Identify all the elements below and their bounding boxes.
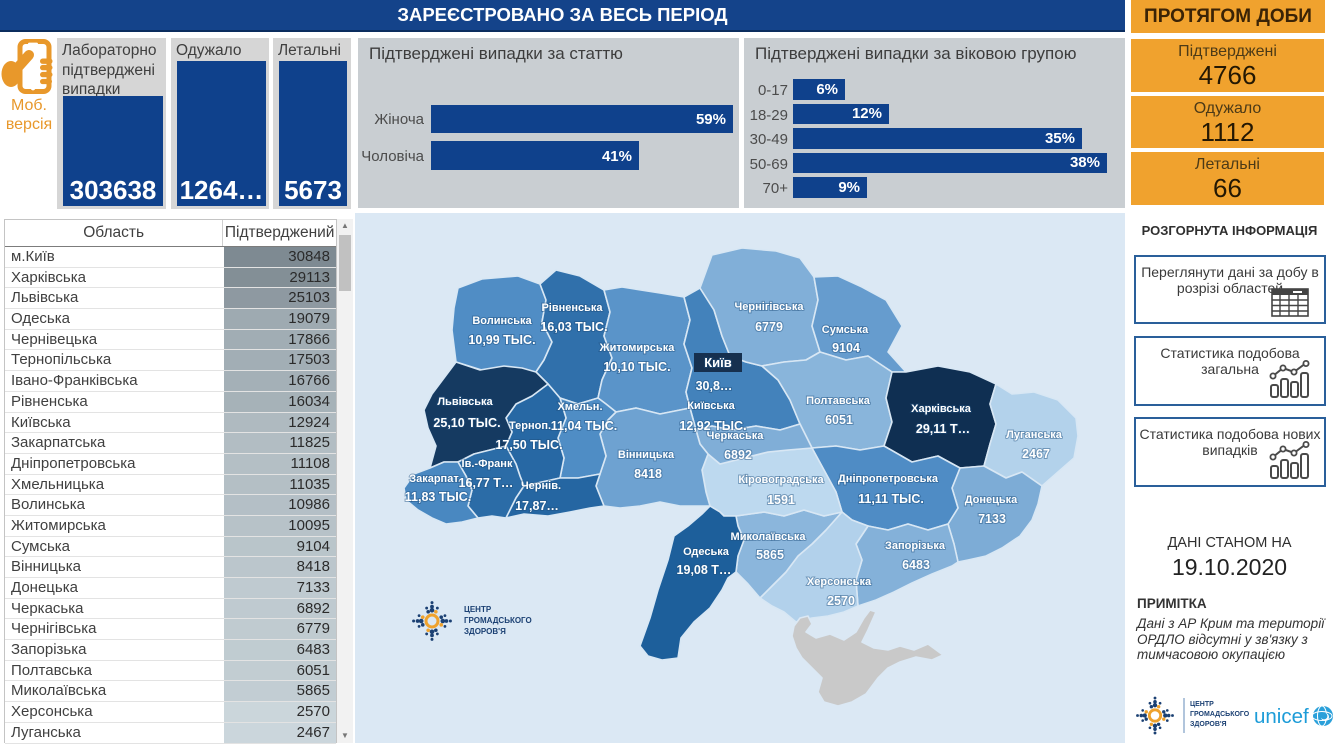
svg-text:Одеська: Одеська bbox=[683, 546, 730, 558]
svg-text:10,10 ТЫС.: 10,10 ТЫС. bbox=[603, 360, 670, 374]
svg-text:Київська: Київська bbox=[687, 400, 735, 412]
svg-text:Ів.-Франк: Ів.-Франк bbox=[462, 458, 513, 470]
svg-text:6892: 6892 bbox=[724, 448, 752, 462]
svg-text:Терноп.: Терноп. bbox=[509, 420, 551, 432]
svg-text:12,92 ТЫС.: 12,92 ТЫС. bbox=[679, 419, 746, 433]
svg-text:30,8…: 30,8… bbox=[696, 379, 733, 393]
svg-text:Луганська: Луганська bbox=[1006, 429, 1063, 441]
svg-text:ЦЕНТР: ЦЕНТР bbox=[1190, 701, 1214, 708]
svg-text:16,03 ТЫС.: 16,03 ТЫС. bbox=[540, 320, 607, 334]
svg-text:7133: 7133 bbox=[978, 512, 1006, 526]
svg-text:Київ: Київ bbox=[704, 355, 732, 370]
svg-text:Дніпропетровська: Дніпропетровська bbox=[838, 473, 939, 485]
svg-text:ЗДОРОВ'Я: ЗДОРОВ'Я bbox=[1190, 721, 1227, 728]
svg-text:Чернів.: Чернів. bbox=[521, 480, 561, 492]
svg-text:6779: 6779 bbox=[755, 320, 783, 334]
svg-text:Сумська: Сумська bbox=[822, 324, 869, 336]
svg-text:Рівненська: Рівненська bbox=[541, 302, 603, 314]
svg-text:11,83 ТЫС.: 11,83 ТЫС. bbox=[405, 490, 471, 504]
svg-text:Хмельн.: Хмельн. bbox=[557, 401, 602, 413]
svg-text:Кіровоградська: Кіровоградська bbox=[738, 474, 824, 486]
svg-text:25,10 ТЫС.: 25,10 ТЫС. bbox=[433, 416, 500, 430]
svg-text:5865: 5865 bbox=[756, 548, 784, 562]
svg-text:8418: 8418 bbox=[634, 467, 662, 481]
svg-text:11,11 ТЫС.: 11,11 ТЫС. bbox=[858, 492, 924, 506]
svg-text:6051: 6051 bbox=[825, 413, 853, 427]
svg-text:Вінницька: Вінницька bbox=[618, 449, 675, 461]
svg-text:Запорізька: Запорізька bbox=[885, 540, 946, 552]
svg-text:17,50 ТЫС.: 17,50 ТЫС. bbox=[495, 438, 562, 452]
svg-text:29,11 Т…: 29,11 Т… bbox=[916, 422, 970, 436]
svg-text:ЦЕНТР: ЦЕНТР bbox=[464, 605, 492, 614]
svg-text:Черкаська: Черкаська bbox=[707, 430, 765, 442]
svg-text:Закарпат.: Закарпат. bbox=[409, 473, 461, 485]
svg-text:11,04 ТЫС.: 11,04 ТЫС. bbox=[551, 419, 617, 433]
svg-text:2467: 2467 bbox=[1022, 447, 1050, 461]
svg-text:Житомирська: Житомирська bbox=[599, 342, 676, 354]
svg-text:9104: 9104 bbox=[832, 341, 860, 355]
svg-text:Львівська: Львівська bbox=[437, 396, 493, 408]
svg-text:2570: 2570 bbox=[827, 594, 855, 608]
svg-text:unicef: unicef bbox=[1254, 705, 1309, 728]
svg-text:Харківська: Харківська bbox=[911, 403, 972, 415]
svg-text:Чернігівська: Чернігівська bbox=[735, 301, 805, 313]
svg-text:ЗДОРОВ'Я: ЗДОРОВ'Я bbox=[464, 627, 506, 636]
svg-text:10,99 ТЫС.: 10,99 ТЫС. bbox=[468, 333, 535, 347]
svg-text:Донецька: Донецька bbox=[965, 494, 1018, 506]
svg-text:1591: 1591 bbox=[767, 493, 795, 507]
svg-text:Волинська: Волинська bbox=[472, 315, 532, 327]
svg-text:Херсонська: Херсонська bbox=[807, 576, 872, 588]
svg-text:Миколаївська: Миколаївська bbox=[731, 531, 807, 543]
svg-text:ГРОМАДСЬКОГО: ГРОМАДСЬКОГО bbox=[1190, 711, 1250, 718]
svg-text:17,87…: 17,87… bbox=[515, 499, 559, 513]
svg-text:Полтавська: Полтавська bbox=[806, 395, 871, 407]
svg-text:19,08 Т…: 19,08 Т… bbox=[677, 563, 732, 577]
svg-text:6483: 6483 bbox=[902, 558, 930, 572]
svg-text:ГРОМАДСЬКОГО: ГРОМАДСЬКОГО bbox=[464, 616, 532, 625]
svg-text:16,77 Т…: 16,77 Т… bbox=[459, 476, 514, 490]
